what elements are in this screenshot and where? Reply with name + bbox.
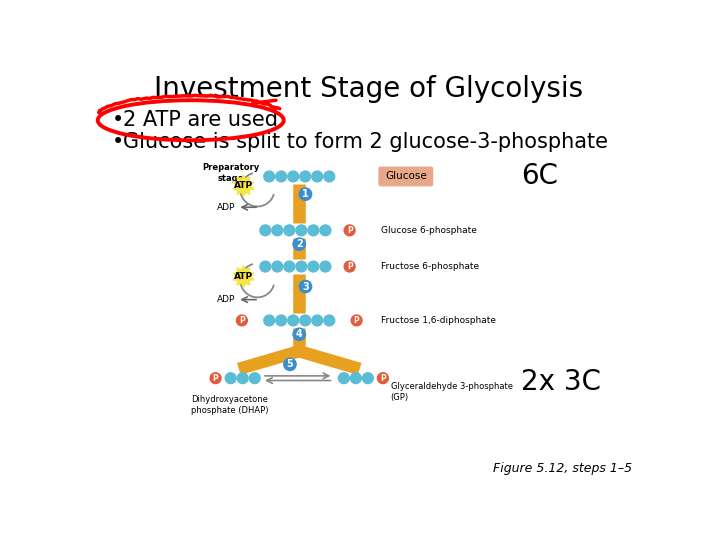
Circle shape xyxy=(377,373,388,383)
Circle shape xyxy=(284,358,296,370)
Text: P: P xyxy=(354,316,359,325)
Circle shape xyxy=(225,373,236,383)
Text: Glucose is split to form 2 glucose-3-phosphate: Glucose is split to form 2 glucose-3-pho… xyxy=(122,132,608,152)
Text: 2x 3C: 2x 3C xyxy=(521,368,601,396)
Text: P: P xyxy=(380,374,386,383)
Circle shape xyxy=(238,373,248,383)
Text: P: P xyxy=(212,374,218,383)
Circle shape xyxy=(300,315,311,326)
Text: •: • xyxy=(112,110,124,130)
Circle shape xyxy=(344,261,355,272)
Circle shape xyxy=(300,280,312,293)
Polygon shape xyxy=(233,175,253,197)
Text: Glyceraldehyde 3-phosphate
(GP): Glyceraldehyde 3-phosphate (GP) xyxy=(391,382,513,402)
Circle shape xyxy=(293,328,305,340)
Circle shape xyxy=(312,315,323,326)
Text: Dihydroxyacetone
phosphate (DHAP): Dihydroxyacetone phosphate (DHAP) xyxy=(191,395,269,415)
Text: 1: 1 xyxy=(302,189,309,199)
Text: 6C: 6C xyxy=(521,163,558,191)
Circle shape xyxy=(272,261,283,272)
Circle shape xyxy=(351,315,362,326)
Circle shape xyxy=(338,373,349,383)
Circle shape xyxy=(308,225,319,236)
Circle shape xyxy=(264,315,274,326)
Circle shape xyxy=(264,171,274,182)
Circle shape xyxy=(284,261,294,272)
Text: 3: 3 xyxy=(302,281,309,292)
Text: Glucose: Glucose xyxy=(385,172,427,181)
Text: P: P xyxy=(347,226,353,235)
Text: •: • xyxy=(112,132,124,152)
Circle shape xyxy=(324,315,335,326)
Text: ATP: ATP xyxy=(234,272,253,281)
Text: Glucose 6-phosphate: Glucose 6-phosphate xyxy=(381,226,477,235)
Circle shape xyxy=(300,188,312,200)
Circle shape xyxy=(362,373,373,383)
Text: Preparatory
stage: Preparatory stage xyxy=(202,163,260,184)
Circle shape xyxy=(308,261,319,272)
Circle shape xyxy=(288,315,299,326)
Text: P: P xyxy=(347,262,353,271)
Text: 2: 2 xyxy=(296,239,302,249)
Text: P: P xyxy=(239,316,245,325)
Circle shape xyxy=(288,171,299,182)
Text: Investment Stage of Glycolysis: Investment Stage of Glycolysis xyxy=(154,76,584,104)
Circle shape xyxy=(260,261,271,272)
Circle shape xyxy=(312,171,323,182)
Circle shape xyxy=(249,373,260,383)
Circle shape xyxy=(284,225,294,236)
Circle shape xyxy=(260,225,271,236)
Circle shape xyxy=(300,171,311,182)
Circle shape xyxy=(276,315,287,326)
Text: 2 ATP are used: 2 ATP are used xyxy=(122,110,277,130)
Circle shape xyxy=(296,225,307,236)
Circle shape xyxy=(236,315,248,326)
Text: Fructose 6-phosphate: Fructose 6-phosphate xyxy=(381,262,479,271)
Circle shape xyxy=(210,373,221,383)
Circle shape xyxy=(351,373,361,383)
Text: ATP: ATP xyxy=(234,181,253,190)
Circle shape xyxy=(320,261,330,272)
Circle shape xyxy=(344,225,355,236)
Polygon shape xyxy=(233,266,253,287)
Circle shape xyxy=(296,261,307,272)
Text: Figure 5.12, steps 1–5: Figure 5.12, steps 1–5 xyxy=(493,462,632,475)
Text: ADP: ADP xyxy=(217,295,235,304)
Circle shape xyxy=(293,238,305,251)
Text: ADP: ADP xyxy=(217,202,235,212)
Circle shape xyxy=(272,225,283,236)
Circle shape xyxy=(276,171,287,182)
FancyBboxPatch shape xyxy=(379,167,433,186)
Text: 4: 4 xyxy=(296,329,302,339)
Text: 5: 5 xyxy=(287,359,293,369)
Text: Fructose 1,6-diphosphate: Fructose 1,6-diphosphate xyxy=(381,316,495,325)
Circle shape xyxy=(324,171,335,182)
Circle shape xyxy=(320,225,330,236)
